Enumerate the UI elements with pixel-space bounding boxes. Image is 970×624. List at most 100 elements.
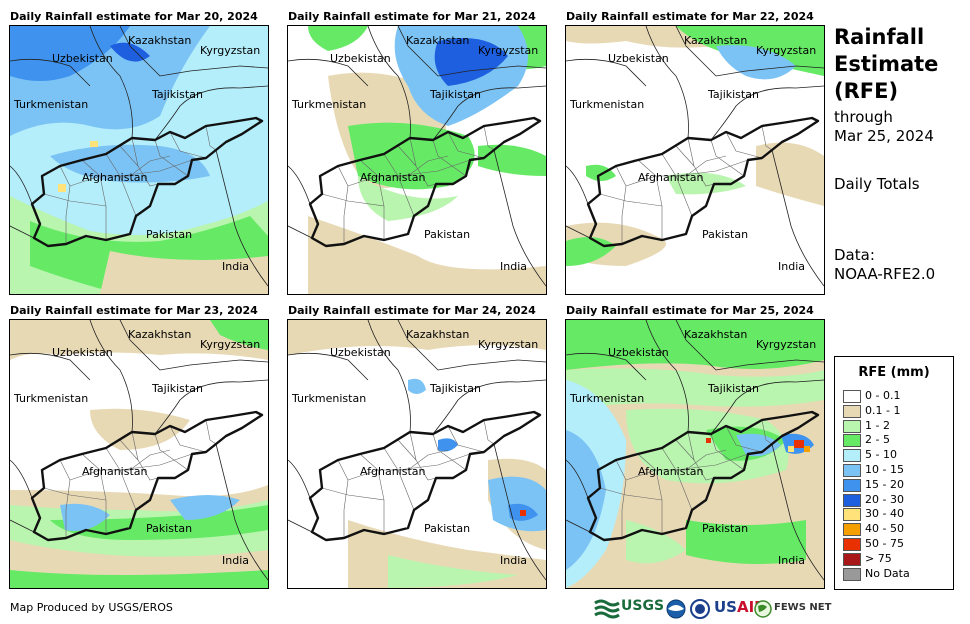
map-panel-4: Kazakhstan Kyrgyzstan Uzbekistan Tajikistan… — [9, 319, 269, 589]
legend-swatch — [843, 390, 861, 403]
province-boundary — [347, 155, 449, 187]
rainfall-map: Kazakhstan Kyrgyzstan Uzbekistan Tajikistan… — [10, 320, 268, 588]
province-boundary — [397, 145, 417, 167]
rainfall-area — [788, 446, 794, 452]
legend-label: 20 - 30 — [865, 492, 904, 506]
doc-seal-icon — [690, 599, 710, 619]
province-boundary — [43, 193, 107, 207]
country-boundary — [288, 352, 369, 381]
country-boundary — [10, 352, 91, 381]
country-boundary — [119, 26, 268, 77]
label-india: India — [778, 260, 805, 273]
country-boundary — [710, 379, 824, 435]
country-boundary — [288, 165, 311, 205]
rainfall-area — [438, 438, 458, 452]
rainfall-area — [110, 42, 150, 62]
legend-label: 30 - 40 — [865, 507, 904, 521]
legend-label: 1 - 2 — [865, 418, 890, 432]
rainfall-area — [308, 26, 368, 51]
province-boundary — [710, 433, 745, 471]
rainfall-area — [210, 320, 268, 350]
rainfall-area — [408, 378, 426, 394]
label-uzbekistan: Uzbekistan — [330, 346, 391, 359]
rainfall-area — [100, 251, 268, 294]
country-boundary — [154, 379, 268, 435]
label-afghanistan: Afghanistan — [638, 465, 704, 478]
label-kyrgyzstan: Kyrgyzstan — [200, 338, 260, 351]
legend-swatch — [843, 478, 861, 492]
credit-text: Map Produced by USGS/EROS — [10, 601, 173, 614]
legend-label: 50 - 75 — [865, 537, 904, 550]
label-india: India — [500, 260, 527, 273]
country-boundary — [119, 320, 268, 371]
country-boundary — [675, 320, 824, 371]
province-boundary — [359, 159, 385, 240]
province-boundary — [637, 453, 663, 534]
label-tajikistan: Tajikistan — [707, 382, 759, 395]
rainfall-area — [10, 570, 268, 588]
province-boundary — [687, 137, 715, 187]
label-pakistan: Pakistan — [146, 522, 192, 535]
province-boundary — [761, 125, 773, 151]
legend-label: No Data — [865, 566, 910, 580]
title-line-2: Estimate — [834, 52, 939, 76]
label-afghanistan: Afghanistan — [82, 465, 148, 478]
country-boundary — [675, 26, 824, 77]
country-boundary — [367, 26, 411, 139]
rainfall-area — [566, 320, 824, 370]
rainfall-area — [566, 430, 606, 570]
province-boundary — [119, 145, 139, 167]
label-turkmenistan: Turkmenistan — [291, 98, 366, 111]
label-pakistan: Pakistan — [424, 522, 470, 535]
country-boundary — [771, 149, 824, 287]
country-boundary — [566, 58, 647, 87]
afghanistan-border — [30, 116, 264, 248]
panel-title-2: Daily Rainfall estimate for Mar 21, 2024 — [288, 10, 536, 23]
legend-swatch — [843, 523, 861, 537]
province-boundary — [761, 419, 773, 445]
province-boundary — [687, 431, 715, 481]
legend-label: 10 - 15 — [865, 463, 904, 476]
country-boundary — [397, 320, 546, 371]
through-label: through — [834, 108, 893, 126]
label-kyrgyzstan: Kyrgyzstan — [478, 44, 538, 57]
country-boundary — [566, 459, 589, 499]
province-boundary — [725, 131, 763, 159]
label-uzbekistan: Uzbekistan — [330, 52, 391, 65]
panel-title-5: Daily Rainfall estimate for Mar 24, 2024 — [288, 304, 536, 317]
fewsnet-logo: FEWS NET — [774, 602, 832, 613]
legend-swatch — [843, 552, 861, 566]
label-kazakhstan: Kazakhstan — [684, 328, 747, 341]
legend-label: 15 - 20 — [865, 477, 904, 491]
label-uzbekistan: Uzbekistan — [608, 346, 669, 359]
legend-label: 5 - 10 — [865, 448, 897, 462]
province-boundary — [661, 153, 693, 217]
rainfall-map: Kazakhstan Kyrgyzstan Uzbekistan Tajikistan… — [566, 26, 824, 294]
province-boundary — [483, 419, 495, 445]
province-boundary — [615, 165, 627, 244]
rainfall-area — [358, 176, 458, 221]
country-boundary — [215, 149, 268, 287]
province-boundary — [409, 431, 437, 481]
rainfall-area — [388, 555, 518, 588]
country-boundary — [288, 58, 369, 87]
province-boundary — [397, 439, 417, 461]
label-india: India — [778, 554, 805, 567]
afghanistan-border — [30, 410, 264, 542]
usgs-logo: USGS — [621, 598, 665, 614]
legend-label: 0.1 - 1 — [865, 403, 901, 417]
legend-swatch — [843, 493, 861, 507]
country-boundary — [215, 443, 268, 581]
rainfall-map: Kazakhstan Kyrgyzstan Uzbekistan Tajikistan… — [566, 320, 824, 588]
rainfall-area — [10, 320, 268, 360]
country-boundary — [771, 443, 824, 581]
data-label: Data: — [834, 246, 875, 264]
province-boundary — [337, 165, 349, 244]
country-boundary — [432, 85, 546, 141]
legend-swatch — [843, 419, 861, 433]
country-boundary — [89, 320, 133, 433]
title-line-1: Rainfall — [834, 25, 925, 49]
label-tajikistan: Tajikistan — [707, 88, 759, 101]
rainfall-area — [804, 446, 810, 452]
map-panel-5: Kazakhstan Kyrgyzstan Uzbekistan Tajikistan… — [287, 319, 547, 589]
